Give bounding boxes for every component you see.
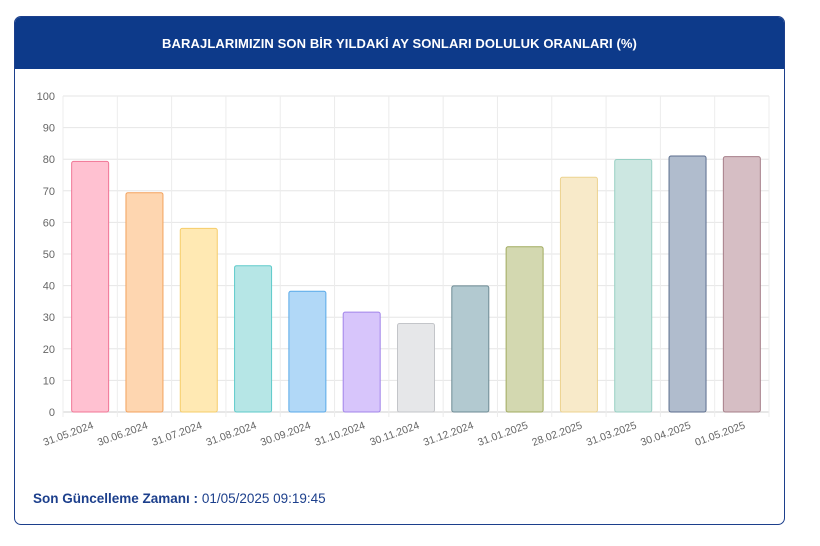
- y-tick-label: 80: [43, 154, 55, 166]
- x-tick-label: 31.07.2024: [150, 419, 204, 448]
- bar: [234, 265, 273, 413]
- x-tick-label: 30.06.2024: [96, 419, 150, 448]
- x-tick-label: 31.01.2025: [476, 419, 530, 448]
- bar: [342, 311, 381, 413]
- bar-chart: 0 10 20 30 40 50 60 70 80 90 100 31.05.2024 30.06.20…: [37, 91, 770, 449]
- bar: [451, 285, 490, 413]
- bar: [559, 176, 598, 413]
- bar: [722, 156, 761, 413]
- last-update-value: 01/05/2025 09:19:45: [201, 491, 326, 506]
- y-tick-label: 70: [43, 186, 55, 198]
- x-tick-label: 28.02.2025: [530, 419, 584, 448]
- y-tick-label: 0: [49, 407, 55, 419]
- y-tick-label: 20: [43, 344, 55, 356]
- x-tick-label: 01.05.2025: [693, 419, 747, 448]
- y-tick-label: 40: [43, 281, 55, 293]
- x-tick-label: 31.12.2024: [422, 419, 476, 448]
- last-update: Son Güncelleme Zamanı : 01/05/2025 09:19…: [33, 491, 326, 506]
- y-tick-label: 60: [43, 217, 55, 229]
- x-tick-label: 31.10.2024: [313, 419, 367, 448]
- y-tick-label: 100: [37, 91, 55, 103]
- bar: [668, 155, 707, 413]
- bar: [397, 323, 435, 413]
- y-tick-label: 10: [43, 375, 55, 387]
- x-tick-label: 31.08.2024: [205, 419, 259, 448]
- chart-title: BARAJLARIMIZIN SON BİR YILDAKİ AY SONLAR…: [15, 17, 784, 69]
- bar: [125, 192, 164, 413]
- x-tick-label: 31.03.2025: [585, 419, 639, 448]
- x-tick-label: 30.09.2024: [259, 419, 313, 448]
- bar: [505, 246, 544, 413]
- x-tick-label: 31.05.2024: [42, 419, 96, 448]
- y-tick-label: 50: [43, 249, 55, 261]
- bar: [179, 227, 218, 413]
- y-tick-label: 90: [43, 123, 55, 135]
- chart-area: 0 10 20 30 40 50 60 70 80 90 100 31.05.2024 30.06.20…: [15, 69, 784, 469]
- last-update-label: Son Güncelleme Zamanı :: [33, 491, 199, 506]
- chart-card: BARAJLARIMIZIN SON BİR YILDAKİ AY SONLAR…: [14, 16, 785, 525]
- y-tick-label: 30: [43, 312, 55, 324]
- bar: [288, 290, 327, 413]
- x-tick-label: 30.11.2024: [368, 419, 421, 448]
- x-tick-label: 30.04.2025: [639, 419, 693, 448]
- bar: [614, 159, 653, 413]
- bar: [71, 160, 110, 413]
